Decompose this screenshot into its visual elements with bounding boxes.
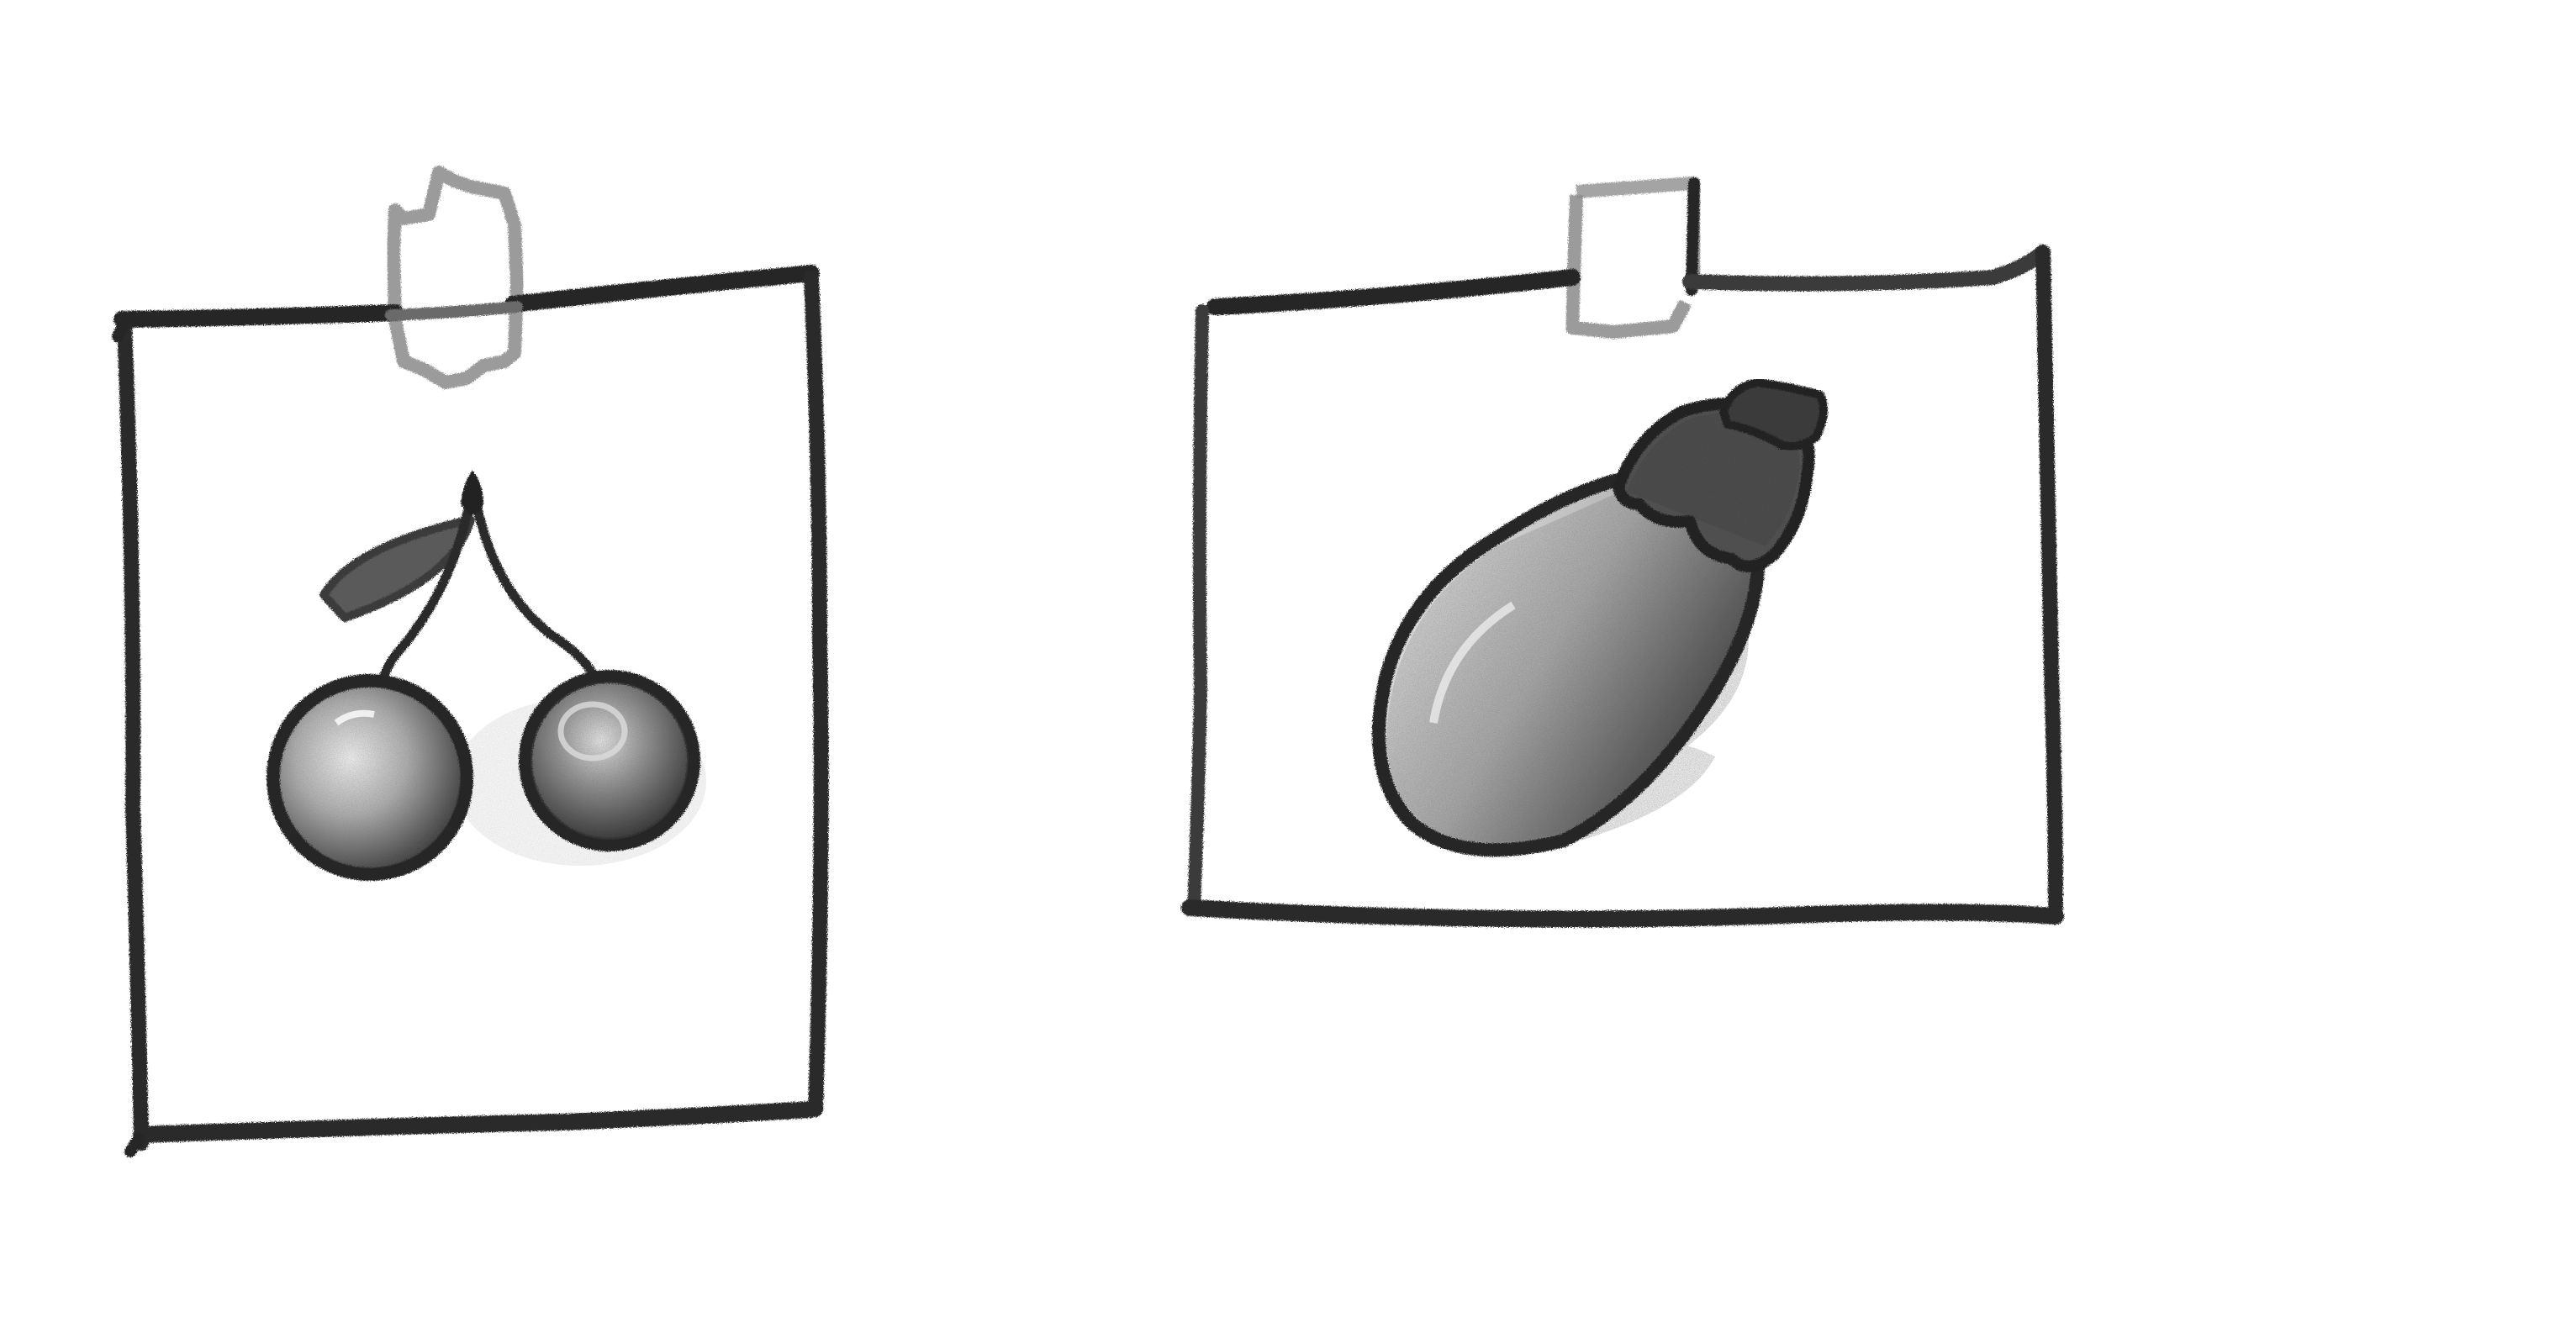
frame-eggplant	[1181, 245, 2064, 928]
tape-strip-left	[387, 166, 524, 389]
tape-strip-right	[1565, 177, 1701, 339]
card-eggplant	[1181, 177, 2064, 928]
frame-cherries	[112, 265, 829, 1157]
cherries-icon	[267, 471, 706, 881]
eggplant-icon	[1372, 378, 1828, 857]
card-cherries	[112, 166, 829, 1157]
